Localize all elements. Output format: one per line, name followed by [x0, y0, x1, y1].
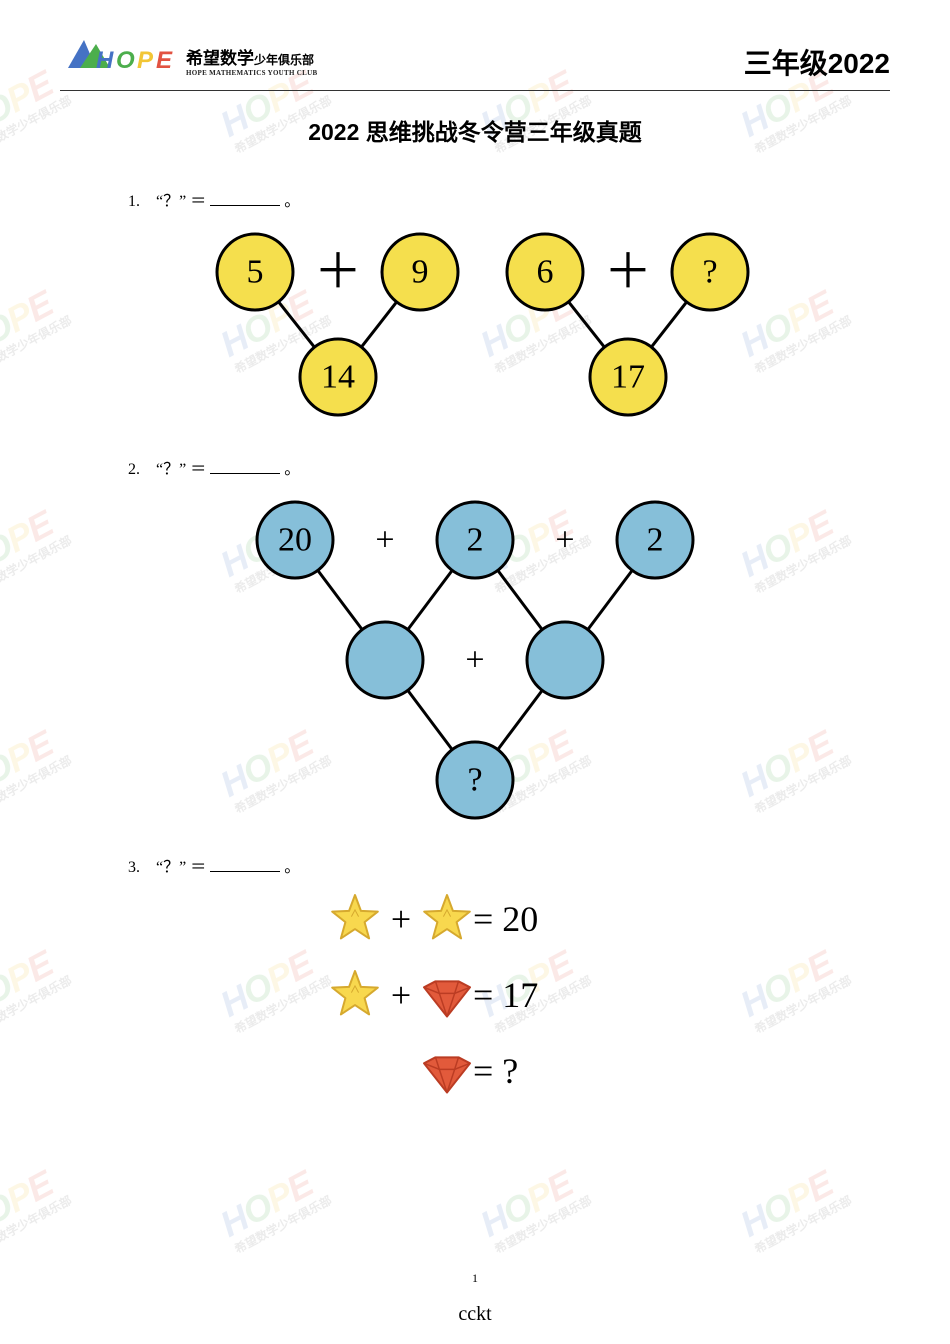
problem-3-figure: + = 20 + = 17 = ? — [265, 883, 685, 1113]
svg-text:= 20: = 20 — [473, 899, 538, 939]
logo-en: HOPE MATHEMATICS YOUTH CLUB — [186, 69, 317, 77]
problem-3-suffix: 。 — [284, 859, 300, 876]
svg-text:+: + — [555, 522, 574, 559]
svg-text:2: 2 — [647, 522, 664, 559]
problem-2-suffix: 。 — [284, 461, 300, 478]
problem-2-number: 2. — [128, 461, 140, 478]
svg-text:＋: ＋ — [604, 246, 652, 299]
footer-code: cckt — [0, 1303, 950, 1326]
svg-text:O: O — [116, 47, 135, 74]
problem-1-eq: ＝ — [190, 193, 206, 210]
svg-text:5: 5 — [247, 254, 264, 291]
svg-text:+: + — [391, 975, 411, 1015]
problem-1-blank — [210, 192, 280, 206]
problem-1-figure: 5 9 14 ＋ 6? 17 ＋ — [185, 217, 765, 427]
page-title: 2022 思维挑战冬令营三年级真题 — [60, 113, 890, 147]
problem-1: 1. “？” ＝ 。 5 9 14 ＋ 6? 17 ＋ — [120, 187, 830, 427]
svg-text:9: 9 — [412, 254, 429, 291]
hope-logo-svg: H O P E — [60, 38, 180, 82]
svg-text:17: 17 — [611, 359, 645, 396]
problem-3-q: “？” — [156, 859, 186, 876]
svg-text:+: + — [375, 522, 394, 559]
svg-text:?: ? — [702, 254, 717, 291]
svg-text:+: + — [465, 642, 484, 679]
problem-2-q: “？” — [156, 461, 186, 478]
problem-1-number: 1. — [128, 193, 140, 210]
problem-3-number: 3. — [128, 859, 140, 876]
logo-cn-small: 少年俱乐部 — [254, 53, 314, 67]
svg-text:2: 2 — [467, 522, 484, 559]
problem-2-blank — [210, 460, 280, 474]
svg-text:= 17: = 17 — [473, 975, 538, 1015]
svg-text:P: P — [137, 47, 154, 74]
logo-text: 希望数学少年俱乐部 HOPE MATHEMATICS YOUTH CLUB — [186, 44, 317, 77]
svg-text:+: + — [391, 899, 411, 939]
svg-text:?: ? — [467, 762, 482, 799]
problem-1-suffix: 。 — [284, 193, 300, 210]
svg-text:6: 6 — [537, 254, 554, 291]
problem-3-blank — [210, 858, 280, 872]
header-right: 三年级2022 — [744, 42, 890, 82]
logo-cn-main: 希望数学 — [186, 49, 254, 68]
page-header: H O P E 希望数学少年俱乐部 HOPE MATHEMATICS YOUTH… — [60, 38, 890, 91]
svg-text:H: H — [96, 47, 114, 74]
problem-2-figure: 20 2 2? + + + — [205, 485, 745, 825]
logo: H O P E 希望数学少年俱乐部 HOPE MATHEMATICS YOUTH… — [60, 38, 317, 82]
problem-1-q: “？” — [156, 193, 186, 210]
problem-3: 3. “？” ＝ 。 + = 20 + = 17 = ? — [120, 853, 830, 1113]
svg-text:＋: ＋ — [314, 246, 362, 299]
svg-text:20: 20 — [278, 522, 312, 559]
svg-text:= ?: = ? — [473, 1051, 518, 1091]
svg-text:14: 14 — [321, 359, 355, 396]
svg-text:E: E — [156, 47, 173, 74]
problem-2-eq: ＝ — [190, 461, 206, 478]
problem-2: 2. “？” ＝ 。 20 2 2? + + + — [120, 455, 830, 825]
page-number: 1 — [0, 1271, 950, 1286]
problem-3-eq: ＝ — [190, 859, 206, 876]
